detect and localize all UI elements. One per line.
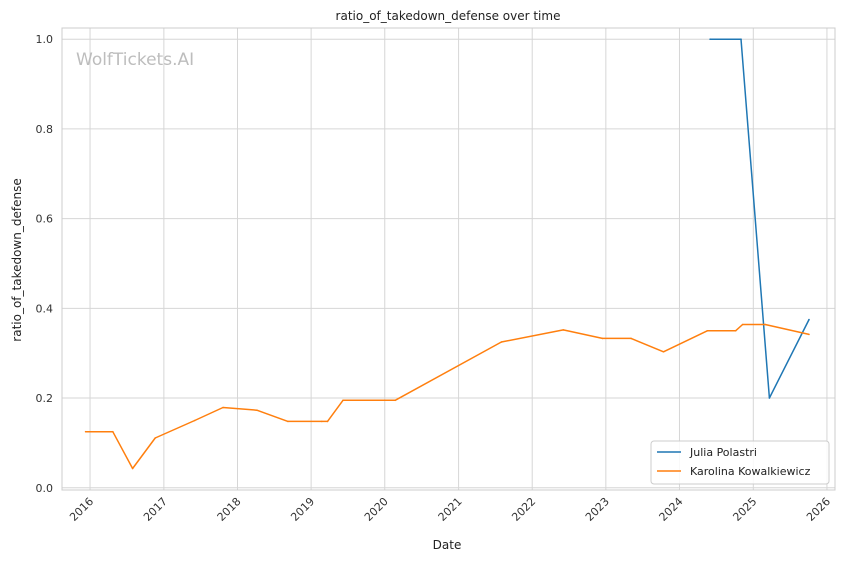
legend: Julia Polastri Karolina Kowalkiewicz <box>650 440 830 485</box>
plot-area <box>61 27 836 491</box>
x-tick-label: 2023 <box>583 495 612 524</box>
series-lines <box>84 38 810 470</box>
x-tick-label: 2019 <box>288 495 317 524</box>
data-point-karolina-kowalkiewicz <box>222 406 224 409</box>
x-tick-label: 2021 <box>436 495 465 524</box>
y-tick-label: 0.8 <box>36 123 54 136</box>
data-point-karolina-kowalkiewicz <box>808 333 810 336</box>
legend-box <box>650 440 830 485</box>
x-tick-label: 2022 <box>509 495 538 524</box>
data-point-karolina-kowalkiewicz <box>256 409 258 412</box>
data-point-julia-polastri <box>808 318 810 321</box>
data-point-karolina-kowalkiewicz <box>500 341 503 343</box>
data-point-karolina-kowalkiewicz <box>764 323 766 326</box>
x-tick-label: 2018 <box>215 495 244 524</box>
chart-title: ratio_of_takedown_defense over time <box>336 9 561 23</box>
x-tick-label: 2025 <box>730 495 759 524</box>
y-tick-label: 0.2 <box>36 392 54 405</box>
gridlines <box>62 28 835 490</box>
x-tick-label: 2024 <box>657 495 686 524</box>
y-axis-title: ratio_of_takedown_defense <box>10 178 24 341</box>
y-tick-label: 0.4 <box>36 302 54 315</box>
y-tick-label: 0.0 <box>36 482 54 495</box>
data-point-karolina-kowalkiewicz <box>734 330 737 332</box>
data-point-karolina-kowalkiewicz <box>154 437 156 439</box>
data-point-karolina-kowalkiewicz <box>601 337 604 340</box>
legend-label-karolina-kowalkiewicz: Karolina Kowalkiewicz <box>690 465 811 478</box>
x-axis-title: Date <box>433 538 462 552</box>
data-point-karolina-kowalkiewicz <box>326 420 329 423</box>
data-point-karolina-kowalkiewicz <box>287 420 289 423</box>
series-line-julia-polastri <box>710 38 810 399</box>
x-tick-label: 2020 <box>362 495 391 524</box>
series-line-karolina-kowalkiewicz <box>85 323 810 470</box>
data-point-karolina-kowalkiewicz <box>321 420 323 423</box>
x-tick-label: 2017 <box>141 495 170 524</box>
data-point-karolina-kowalkiewicz <box>662 351 665 353</box>
legend-label-julia-polastri: Julia Polastri <box>689 446 757 459</box>
data-point-karolina-kowalkiewicz <box>112 430 114 433</box>
data-point-karolina-kowalkiewicz <box>562 329 565 331</box>
data-point-karolina-kowalkiewicz <box>394 399 397 402</box>
watermark-text: WolfTickets.AI <box>76 50 194 70</box>
data-point-julia-polastri <box>740 38 742 40</box>
x-tick-label: 2016 <box>67 495 96 524</box>
x-tick-label: 2026 <box>804 495 833 524</box>
y-tick-label: 0.6 <box>36 213 54 226</box>
data-point-karolina-kowalkiewicz <box>84 430 87 433</box>
data-point-karolina-kowalkiewicz <box>131 467 134 470</box>
y-tick-label: 1.0 <box>36 33 54 46</box>
data-point-karolina-kowalkiewicz <box>193 419 196 422</box>
data-point-karolina-kowalkiewicz <box>342 399 344 402</box>
data-point-karolina-kowalkiewicz <box>741 323 744 326</box>
data-point-julia-polastri <box>709 38 711 40</box>
data-point-julia-polastri <box>768 397 771 399</box>
data-point-karolina-kowalkiewicz <box>630 337 632 340</box>
data-point-karolina-kowalkiewicz <box>706 330 709 332</box>
